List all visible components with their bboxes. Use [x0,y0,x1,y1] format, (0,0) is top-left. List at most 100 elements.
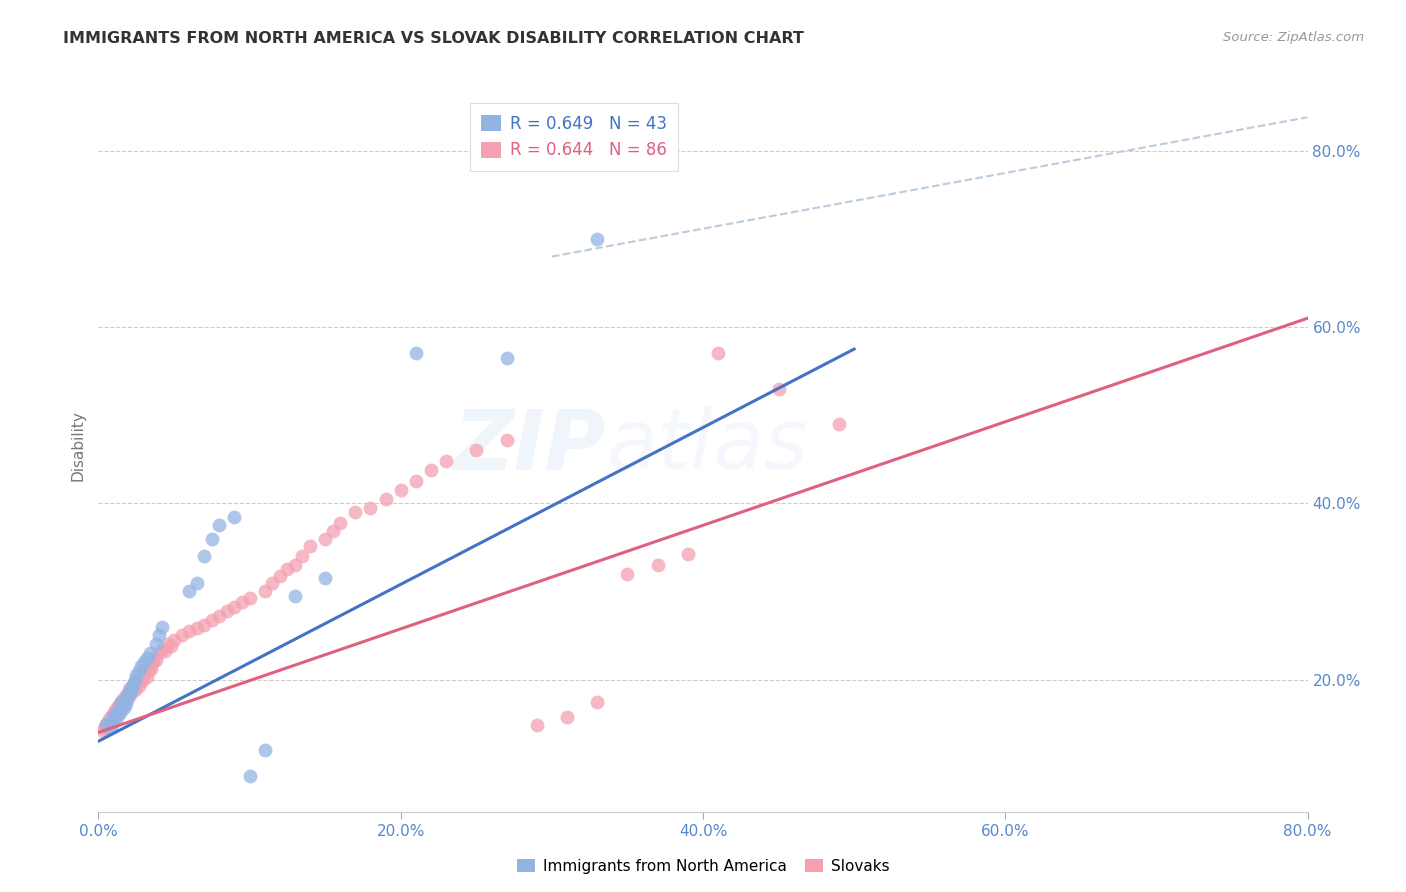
Point [143,650,166,665]
Point [100,714,122,729]
Point [495,351,517,365]
Point [105,709,128,723]
Point [405,475,427,489]
Point [107,703,129,717]
Point [374,491,396,506]
Point [465,443,488,458]
Point [186,622,208,636]
Point [132,655,155,669]
Point [108,697,131,711]
Point [586,232,609,246]
Point [314,571,336,585]
Point [101,707,124,722]
Text: ZIP: ZIP [454,406,606,486]
Point [276,562,298,576]
Point [150,641,173,656]
Point [179,584,201,599]
Point [110,698,132,713]
Point [91,723,114,738]
Point [128,679,150,693]
Point [208,609,231,624]
Point [586,695,609,709]
Point [125,668,148,682]
Point [707,346,730,360]
Point [555,709,578,723]
Point [103,712,125,726]
Point [122,679,145,693]
Point [107,706,129,720]
Point [100,709,122,723]
Point [253,584,276,599]
Point [344,505,367,519]
Point [125,677,148,691]
Legend: Immigrants from North America, Slovaks: Immigrants from North America, Slovaks [510,853,896,880]
Point [291,549,314,563]
Point [329,516,352,530]
Point [103,707,125,722]
Point [111,692,134,706]
Point [124,683,146,698]
Point [93,721,115,735]
Point [114,688,136,702]
Point [201,532,224,546]
Point [94,718,117,732]
Point [139,646,162,660]
Point [96,716,118,731]
Point [129,659,152,673]
Point [127,674,149,689]
Point [129,673,152,687]
Point [145,653,167,667]
Point [160,639,183,653]
Point [114,690,136,705]
Point [139,659,162,673]
Point [103,712,125,726]
Point [124,673,146,687]
Point [112,697,135,711]
Legend: R = 0.649   N = 43, R = 0.644   N = 86: R = 0.649 N = 43, R = 0.644 N = 86 [470,103,678,171]
Point [299,539,322,553]
Point [322,524,344,539]
Y-axis label: Disability: Disability [70,410,86,482]
Point [110,700,132,714]
Point [98,714,121,729]
Point [98,712,121,726]
Point [131,674,153,689]
Point [120,688,142,702]
Point [170,628,193,642]
Point [163,632,186,647]
Point [108,706,131,720]
Text: atlas: atlas [606,406,808,486]
Point [118,683,141,698]
Point [128,664,150,678]
Point [114,697,136,711]
Point [114,690,136,705]
Point [107,698,129,713]
Point [239,591,262,606]
Point [389,483,412,497]
Point [314,532,336,546]
Point [526,718,548,732]
Point [135,670,157,684]
Point [148,628,170,642]
Point [262,575,284,590]
Point [110,695,132,709]
Point [186,575,208,590]
Point [768,382,790,396]
Point [122,677,145,691]
Point [208,518,231,533]
Point [616,566,638,581]
Point [156,637,179,651]
Point [193,618,215,632]
Point [112,700,135,714]
Point [118,686,141,700]
Point [253,743,276,757]
Point [110,695,132,709]
Point [434,454,457,468]
Point [103,706,125,720]
Point [647,558,669,572]
Point [135,650,157,665]
Point [495,433,517,447]
Point [148,646,170,660]
Point [94,716,117,731]
Point [104,703,127,717]
